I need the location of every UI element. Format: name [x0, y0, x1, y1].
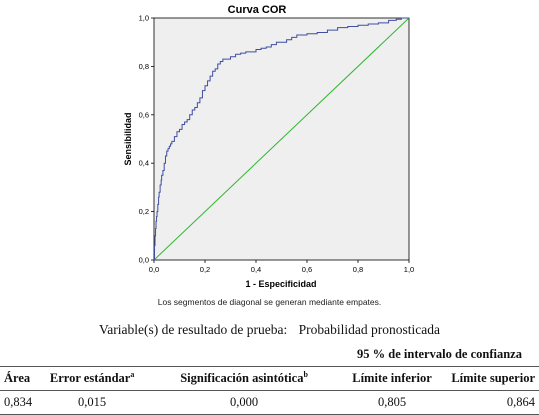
x-tick-label: 0,6	[302, 265, 312, 274]
col-std-error: Error estándara	[36, 366, 149, 391]
axis-ticks: 0,0 0,2 0,4 0,6 0,8 1,0 0,0 0,2 0,4 0,6 0,8 1,0	[139, 14, 415, 275]
x-tick-label: 0,0	[149, 265, 159, 274]
cell-upper-limit: 0,864	[443, 390, 539, 415]
test-variable-line: Variable(s) de resultado de prueba: Prob…	[0, 322, 539, 338]
test-variable-value: Probabilidad pronosticada	[298, 322, 440, 337]
cell-std-error: 0,015	[36, 390, 149, 415]
table-row: 0,834 0,015 0,000 0,805 0,864	[0, 390, 539, 415]
col-area: Área	[0, 366, 37, 391]
table-header-row: Área Error estándara Significación asint…	[0, 366, 539, 391]
y-tick-label: 0,4	[139, 159, 149, 168]
test-variable-label: Variable(s) de resultado de prueba:	[99, 322, 288, 337]
y-tick-label: 0,2	[139, 207, 149, 216]
x-tick-label: 1,0	[404, 265, 414, 274]
col-lower-limit: Límite inferior	[340, 366, 444, 391]
roc-chart-svg: Curva COR 0,0 0,2 0,4 0,6 0,8 1,0 0,0 0,2 0,4 0,6…	[123, 4, 415, 289]
cell-lower-limit: 0,805	[340, 390, 444, 415]
chart-title: Curva COR	[228, 4, 287, 16]
table-header-span-row: 95 % de intervalo de confianza	[0, 343, 539, 367]
cell-area: 0,834	[0, 390, 37, 415]
y-tick-label: 0,0	[139, 256, 149, 265]
y-tick-label: 0,6	[139, 110, 149, 119]
auc-table: 95 % de intervalo de confianza Área Erro…	[0, 343, 539, 415]
series-layer	[153, 17, 410, 261]
y-axis-label: Sensibilidad	[123, 112, 133, 165]
x-tick-label: 0,2	[200, 265, 210, 274]
col-significance: Significación asintóticab	[148, 366, 341, 391]
x-axis-label: 1 - Especificidad	[245, 279, 316, 289]
x-tick-label: 0,8	[353, 265, 363, 274]
roc-curve	[154, 17, 409, 261]
x-tick-label: 0,4	[251, 265, 261, 274]
y-tick-label: 0,8	[139, 62, 149, 71]
ci-header: 95 % de intervalo de confianza	[340, 343, 539, 367]
col-upper-limit: Límite superior	[443, 366, 539, 391]
diagonal-note: Los segmentos de diagonal se generan med…	[157, 297, 382, 307]
cell-significance: 0,000	[148, 390, 341, 415]
y-tick-label: 1,0	[139, 14, 149, 23]
diagonal-reference-line	[153, 17, 410, 261]
roc-chart: Curva COR 0,0 0,2 0,4 0,6 0,8 1,0 0,0 0,2 0,4 0,6…	[123, 4, 415, 289]
